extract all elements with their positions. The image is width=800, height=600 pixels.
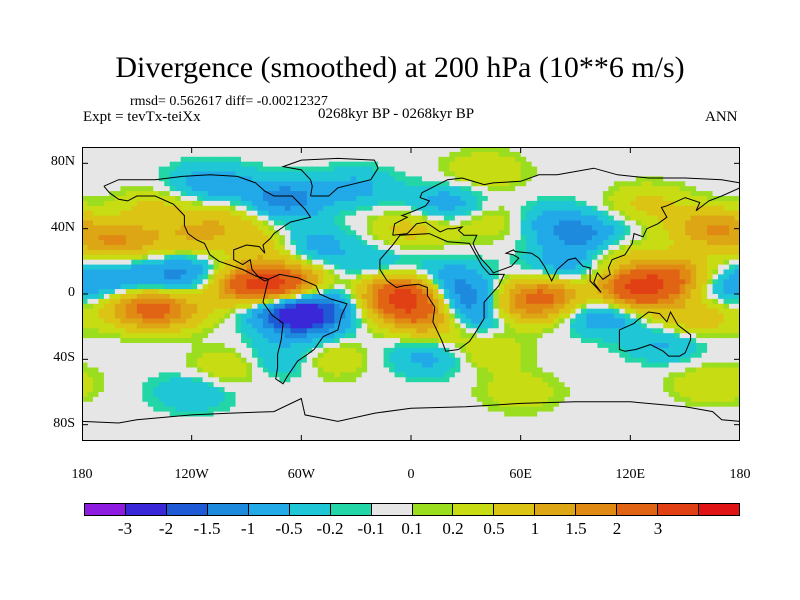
map-title: Divergence (smoothed) at 200 hPa (10**6 … [115,51,685,84]
lat-label: 40S [53,350,75,366]
colorbar [84,503,740,516]
stats-text: rmsd= 0.562617 diff= -0.00212327 [130,94,328,109]
coast-africa [379,233,505,352]
colorbar-label: 1.5 [565,519,587,538]
colorbar-swatch [617,504,659,515]
colorbar-swatch [658,504,700,515]
colorbar-swatch [453,504,495,515]
lat-label: 40N [50,219,75,235]
coastlines [82,157,740,424]
colorbar-label: -0.5 [275,519,303,538]
colorbar-label: -0.2 [316,519,344,538]
coast-greenland [281,157,379,197]
colorbar-swatch [125,504,167,515]
colorbar-swatch [371,504,413,515]
colorbar-label: -1.5 [193,519,221,538]
colorbar-swatch [330,504,372,515]
colorbar-label: -2 [158,519,174,538]
lon-label: 180 [71,467,93,482]
colorbar-swatch [535,504,577,515]
colorbar-label: -1 [240,519,256,538]
colorbar-swatch [412,504,454,515]
divergence-map [82,147,740,441]
colorbar-swatch [166,504,208,515]
colorbar-swatch [85,504,126,515]
coast-eurasia [392,167,740,293]
coast-north-america [103,174,312,282]
coast-australia [618,310,692,357]
colorbar-label: -0.1 [357,519,385,538]
colorbar-label: -3 [117,519,133,538]
lon-label: 60E [509,467,532,482]
lon-label: 120E [615,467,646,482]
colorbar-swatch [248,504,290,515]
lat-label: 0 [68,285,75,300]
colorbar-swatch [576,504,618,515]
colorbar-swatch [207,504,249,515]
colorbar-swatch [289,504,331,515]
colorbar-swatch [699,504,739,515]
lon-label: 180 [729,467,751,482]
colorbar-label: 3 [653,519,663,538]
colorbar-label: 2 [612,519,622,538]
colorbar-label: 0.5 [483,519,505,538]
coast-antarctica [82,397,740,424]
colorbar-label: 0.2 [442,519,464,538]
colorbar-swatch [494,504,536,515]
lon-label: 0 [407,467,415,482]
lon-label: 60W [287,467,315,482]
colorbar-label: 0.1 [401,519,423,538]
lon-label: 120W [174,467,209,482]
map-frame [82,147,740,441]
divergence-field [82,147,740,441]
coast-south-america [262,273,348,385]
season-label: ANN [705,109,738,125]
experiment-label: Expt = tevTx-teiXx [83,109,201,125]
period-label: 0268kyr BP - 0268kyr BP [318,106,475,122]
lat-label: 80N [50,154,75,170]
lat-label: 80S [53,415,75,431]
colorbar-label: 1 [530,519,540,538]
